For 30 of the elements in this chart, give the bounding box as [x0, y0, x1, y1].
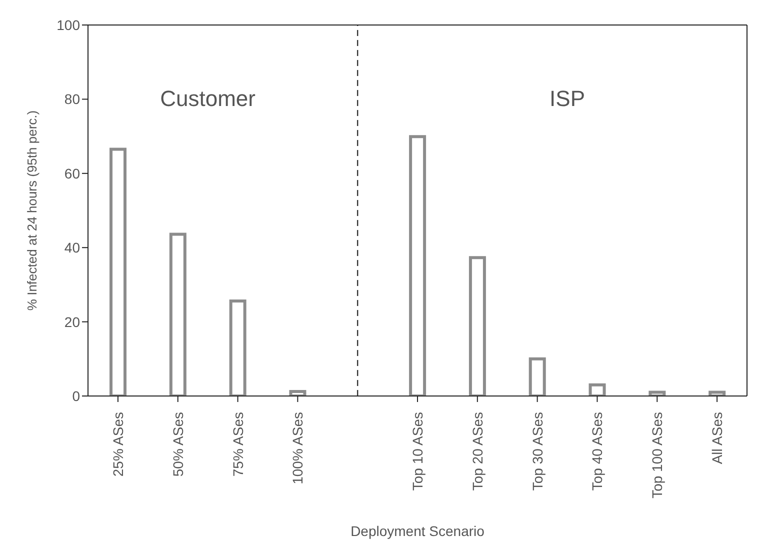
y-tick-label: 40	[64, 240, 80, 256]
y-tick-label: 100	[56, 16, 80, 33]
y-tick-label: 80	[64, 91, 80, 108]
x-tick-label: 25% ASes	[110, 412, 126, 477]
bar	[409, 135, 426, 396]
bar	[169, 232, 186, 396]
y-tick-label: 0	[72, 388, 80, 404]
y-axis-title: % Infected at 24 hours (95th perc.)	[24, 110, 40, 311]
bar	[648, 390, 666, 396]
x-tick-label: 75% ASes	[230, 412, 246, 477]
x-tick-label: Top 20 ASes	[469, 412, 486, 491]
x-tick-label: Top 100 ASes	[649, 412, 666, 498]
y-tick-label: 20	[64, 314, 80, 330]
annotation: ISP	[548, 85, 586, 114]
x-axis-title: Deployment Scenario	[350, 523, 485, 539]
x-tick-label: Top 30 ASes	[529, 412, 546, 491]
bar	[588, 383, 606, 396]
bar	[110, 148, 126, 396]
x-tick-label: All ASes	[709, 412, 726, 464]
x-tick-label: 100% ASes	[290, 412, 306, 484]
bar	[468, 256, 486, 396]
x-tick-label: Top 40 ASes	[589, 412, 606, 491]
bar	[708, 390, 726, 396]
annotation: Customer	[159, 85, 256, 114]
x-tick-label: 50% ASes	[170, 412, 186, 477]
bar	[289, 390, 306, 396]
y-tick-label: 60	[64, 165, 80, 182]
bar	[229, 300, 246, 396]
x-tick-label: Top 10 ASes	[410, 412, 426, 491]
bar	[528, 357, 546, 396]
